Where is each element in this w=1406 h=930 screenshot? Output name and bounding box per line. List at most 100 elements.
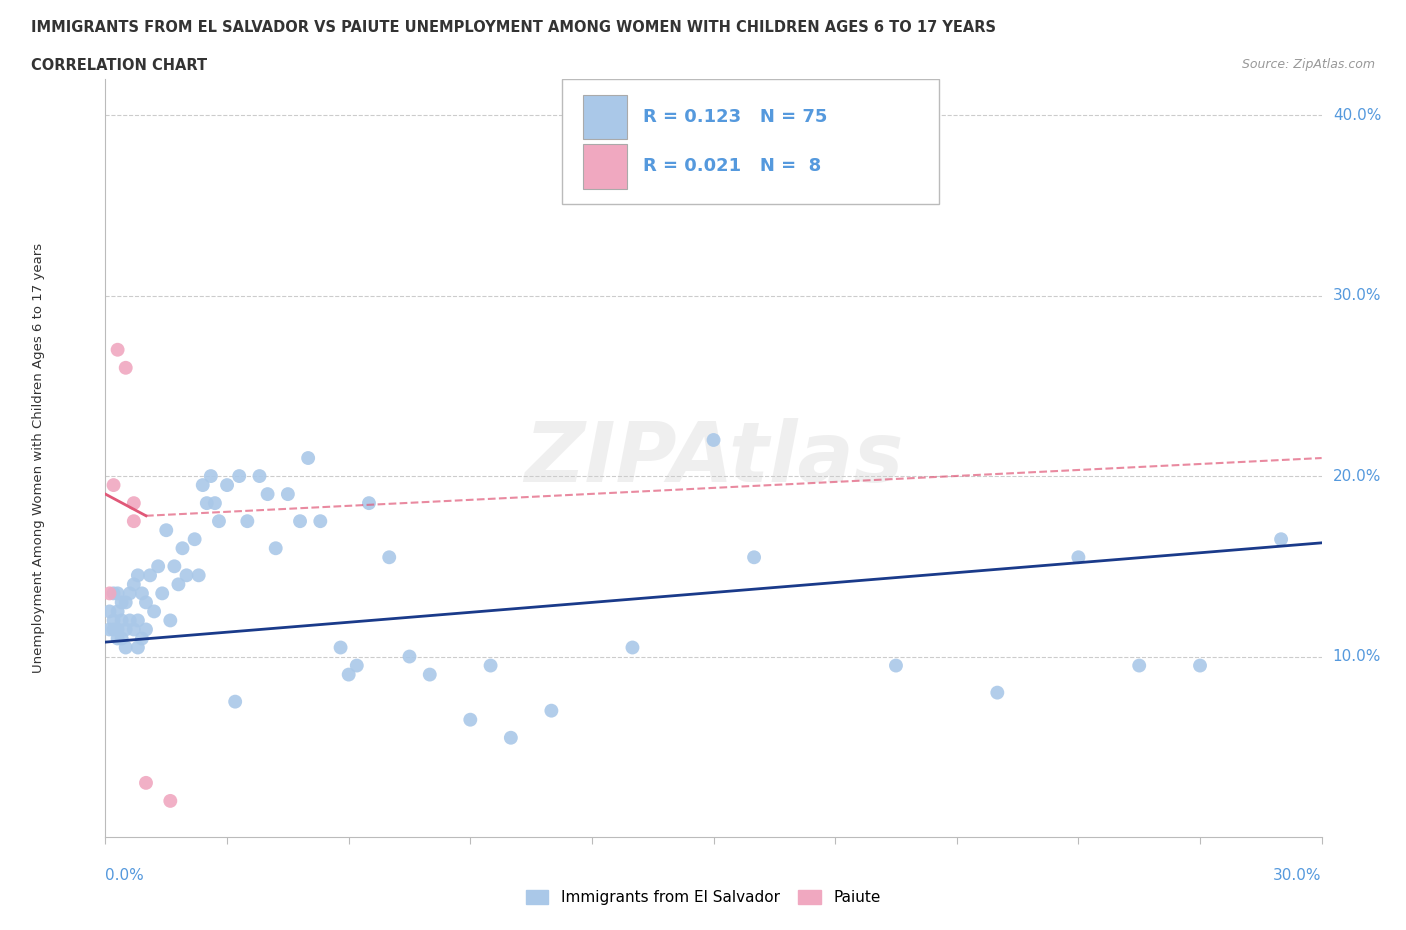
Point bbox=[398, 649, 420, 664]
Point bbox=[155, 523, 177, 538]
Point bbox=[236, 513, 259, 528]
Point bbox=[884, 658, 907, 673]
FancyBboxPatch shape bbox=[583, 144, 627, 189]
Point bbox=[277, 486, 299, 501]
Text: 40.0%: 40.0% bbox=[1333, 108, 1381, 123]
Point bbox=[114, 622, 136, 637]
Point bbox=[122, 577, 145, 591]
Point bbox=[111, 613, 134, 628]
Point bbox=[103, 622, 125, 637]
Point bbox=[98, 586, 121, 601]
Point bbox=[111, 595, 134, 610]
Point bbox=[337, 667, 360, 682]
Point bbox=[114, 640, 136, 655]
Point bbox=[458, 712, 481, 727]
Point bbox=[143, 604, 166, 618]
Point bbox=[1270, 532, 1292, 547]
Point bbox=[135, 776, 157, 790]
Point bbox=[249, 469, 271, 484]
Point bbox=[167, 577, 190, 591]
Point bbox=[187, 568, 209, 583]
Point bbox=[256, 486, 278, 501]
Point bbox=[702, 432, 725, 447]
Point bbox=[131, 586, 153, 601]
Point bbox=[200, 469, 222, 484]
Point bbox=[499, 730, 522, 745]
Point bbox=[329, 640, 352, 655]
FancyBboxPatch shape bbox=[561, 79, 939, 204]
Point bbox=[208, 513, 231, 528]
Point bbox=[131, 631, 153, 646]
Point bbox=[150, 586, 173, 601]
Point bbox=[114, 595, 136, 610]
Point bbox=[139, 568, 162, 583]
Point bbox=[103, 613, 125, 628]
Point bbox=[183, 532, 205, 547]
Point bbox=[288, 513, 311, 528]
Point bbox=[346, 658, 368, 673]
Text: 20.0%: 20.0% bbox=[1333, 469, 1381, 484]
Point bbox=[479, 658, 502, 673]
Point bbox=[264, 541, 287, 556]
Point bbox=[122, 513, 145, 528]
Point bbox=[224, 694, 246, 709]
Point bbox=[114, 360, 136, 375]
Point bbox=[309, 513, 332, 528]
Point bbox=[107, 342, 129, 357]
Point bbox=[378, 550, 401, 565]
Point bbox=[122, 496, 145, 511]
Point bbox=[111, 631, 134, 646]
Text: 30.0%: 30.0% bbox=[1333, 288, 1381, 303]
Point bbox=[204, 496, 226, 511]
Point bbox=[176, 568, 198, 583]
Point bbox=[228, 469, 250, 484]
Legend: Immigrants from El Salvador, Paiute: Immigrants from El Salvador, Paiute bbox=[519, 884, 887, 911]
Point bbox=[118, 586, 141, 601]
Point bbox=[103, 586, 125, 601]
Point bbox=[135, 622, 157, 637]
Point bbox=[217, 478, 239, 493]
FancyBboxPatch shape bbox=[583, 95, 627, 140]
Point bbox=[540, 703, 562, 718]
Point bbox=[107, 604, 129, 618]
Text: R = 0.021   N =  8: R = 0.021 N = 8 bbox=[643, 157, 821, 175]
Point bbox=[195, 496, 218, 511]
Point bbox=[172, 541, 194, 556]
Point bbox=[163, 559, 186, 574]
Point bbox=[146, 559, 169, 574]
Text: CORRELATION CHART: CORRELATION CHART bbox=[31, 58, 207, 73]
Point bbox=[1189, 658, 1212, 673]
Point bbox=[118, 613, 141, 628]
Point bbox=[98, 604, 121, 618]
Text: ZIPAtlas: ZIPAtlas bbox=[524, 418, 903, 498]
Point bbox=[122, 622, 145, 637]
Point bbox=[1067, 550, 1090, 565]
Point bbox=[1128, 658, 1150, 673]
Text: 30.0%: 30.0% bbox=[1274, 868, 1322, 883]
Text: Source: ZipAtlas.com: Source: ZipAtlas.com bbox=[1241, 58, 1375, 71]
Text: IMMIGRANTS FROM EL SALVADOR VS PAIUTE UNEMPLOYMENT AMONG WOMEN WITH CHILDREN AGE: IMMIGRANTS FROM EL SALVADOR VS PAIUTE UN… bbox=[31, 20, 995, 35]
Point bbox=[103, 478, 125, 493]
Point bbox=[127, 613, 149, 628]
Text: Unemployment Among Women with Children Ages 6 to 17 years: Unemployment Among Women with Children A… bbox=[32, 243, 45, 673]
Point bbox=[742, 550, 765, 565]
Point bbox=[127, 568, 149, 583]
Point bbox=[572, 162, 595, 177]
Point bbox=[107, 622, 129, 637]
Point bbox=[135, 595, 157, 610]
Point bbox=[107, 631, 129, 646]
Point bbox=[419, 667, 441, 682]
Point bbox=[191, 478, 214, 493]
Point bbox=[98, 622, 121, 637]
Point bbox=[297, 451, 319, 466]
Text: R = 0.123   N = 75: R = 0.123 N = 75 bbox=[643, 108, 827, 126]
Point bbox=[107, 586, 129, 601]
Text: 10.0%: 10.0% bbox=[1333, 649, 1381, 664]
Point bbox=[621, 640, 644, 655]
Point bbox=[357, 496, 380, 511]
Point bbox=[159, 793, 181, 808]
Point bbox=[986, 685, 1008, 700]
Point bbox=[159, 613, 181, 628]
Point bbox=[127, 640, 149, 655]
Text: 0.0%: 0.0% bbox=[105, 868, 145, 883]
